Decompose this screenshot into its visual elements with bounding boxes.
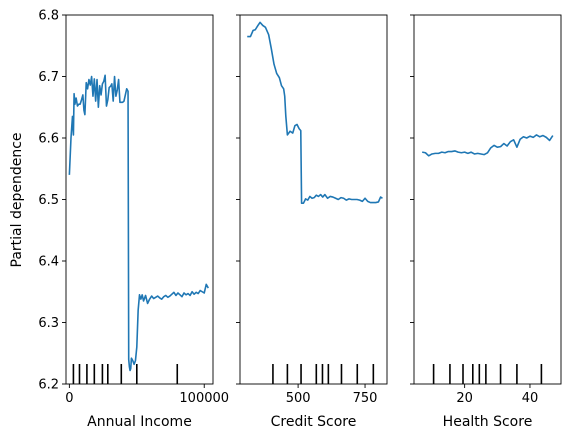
axes-frame — [413, 14, 562, 385]
x-axis-label: Health Score — [443, 414, 533, 430]
y-tick-label: 6.2 — [38, 378, 59, 393]
y-tick-label: 6.7 — [38, 70, 59, 85]
x-tick-label: 750 — [353, 391, 378, 406]
y-tick-label: 6.8 — [38, 9, 59, 24]
y-tick-label: 6.3 — [38, 316, 59, 331]
x-axis-label: Credit Score — [271, 414, 357, 430]
y-tick-label: 6.6 — [38, 132, 59, 147]
pd-line-series — [247, 21, 383, 204]
pd-panel-2: 500 750 Credit Score — [236, 14, 388, 430]
x-tick-label: 100000 — [179, 391, 229, 406]
x-tick-label: 40 — [522, 391, 539, 406]
axes-frame — [65, 14, 214, 385]
y-axis-label: Partial dependence — [9, 132, 25, 267]
pd-line-series — [68, 74, 209, 372]
x-axis-label: Annual Income — [87, 414, 192, 430]
y-tick-label: 6.5 — [38, 193, 59, 208]
x-tick-label: 500 — [286, 391, 311, 406]
pd-line-series — [422, 134, 554, 157]
x-tick-label: 0 — [65, 391, 73, 406]
x-tick-label: 20 — [456, 391, 473, 406]
pd-panel-3: 20 40 Health Score — [410, 14, 562, 430]
y-tick-label: 6.4 — [38, 255, 59, 270]
pd-panel-1: 6.2 6.3 6.4 6.5 6.6 6.7 6.8 0 100000 Annual Incom… — [38, 9, 229, 431]
